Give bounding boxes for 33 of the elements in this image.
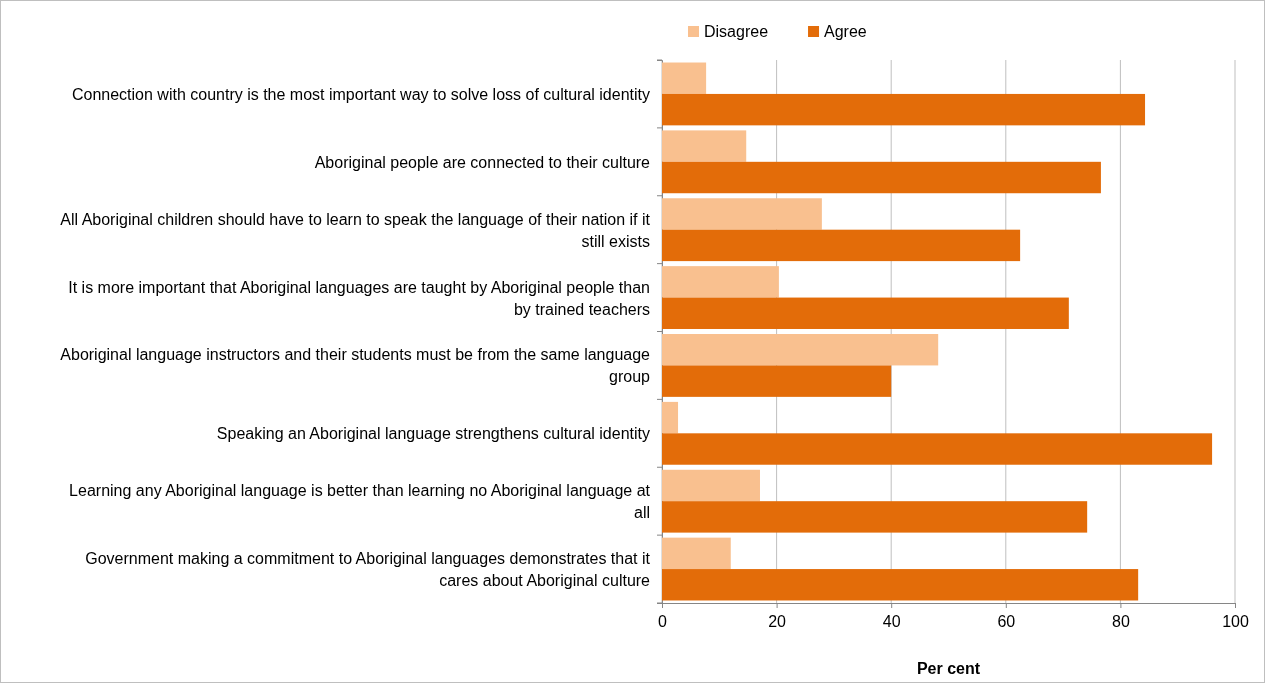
x-tick-label: 80 — [1112, 613, 1130, 631]
y-tick-label: Aboriginal people are connected to their culture — [314, 153, 651, 171]
bar — [662, 569, 1139, 601]
bar — [662, 401, 679, 434]
y-tick-label: Aboriginal language instructors and their students must be from the same language group — [60, 346, 651, 386]
bar — [662, 62, 707, 94]
bar — [662, 161, 1101, 194]
bar — [662, 365, 892, 397]
bar — [662, 537, 731, 570]
bar — [662, 334, 939, 366]
x-tick-label: 20 — [768, 613, 787, 631]
x-tick-label: 60 — [997, 613, 1016, 631]
bar — [662, 433, 1213, 465]
bar — [662, 266, 779, 298]
y-tick-label: All Aboriginal children should have to learn to speak the language of their nation if it still exists — [60, 210, 651, 250]
y-tick-label: It is more important that Aboriginal languages are taught by Aboriginal people than by trained teachers — [68, 278, 650, 318]
legend-label: Agree — [824, 23, 867, 40]
legend-label: Disagree — [704, 23, 769, 40]
x-tick-label: 0 — [658, 613, 668, 631]
bar — [662, 198, 822, 230]
x-axis-title: Per cent — [916, 660, 981, 677]
x-tick-label: 100 — [1222, 613, 1249, 631]
bar — [662, 501, 1088, 533]
y-tick-label: Learning any Aboriginal language is better than learning no Aboriginal language at all — [69, 482, 651, 522]
bar — [662, 130, 747, 162]
y-tick-label: Connection with country is the most important way to solve loss of cultural identity — [71, 85, 650, 103]
bar — [662, 297, 1069, 329]
y-tick-label: Speaking an Aboriginal language strengthens cultural identity — [216, 425, 650, 443]
bar — [662, 93, 1146, 126]
y-tick-label: Government making a commitment to Aboriginal languages demonstrates that it cares about Aboriginal culture — [85, 550, 651, 590]
bar — [662, 229, 1021, 262]
bar — [662, 469, 760, 502]
x-tick-label: 40 — [882, 613, 901, 631]
